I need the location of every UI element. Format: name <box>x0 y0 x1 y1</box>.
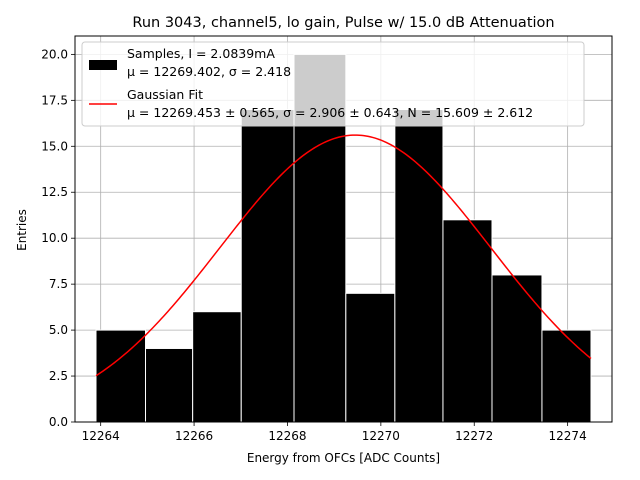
legend: Samples, I = 2.0839mA μ = 12269.402, σ =… <box>81 41 585 127</box>
y-tick-label: 10.0 <box>41 231 68 245</box>
legend-samples-line1: Samples, I = 2.0839mA <box>127 46 275 61</box>
y-tick-label: 15.0 <box>41 139 68 153</box>
y-tick-label: 0.0 <box>49 415 68 429</box>
y-tick-label: 5.0 <box>49 323 68 337</box>
histogram-bar <box>541 329 592 423</box>
y-tick-label: 17.5 <box>41 93 68 107</box>
histogram-bar <box>192 311 242 423</box>
histogram-bar <box>394 109 444 423</box>
axes-frame <box>74 35 613 423</box>
x-tick-label: 12272 <box>455 429 493 443</box>
x-tick-label: 12266 <box>175 429 213 443</box>
x-tick-label: 12268 <box>268 429 306 443</box>
histogram-bar <box>345 292 396 423</box>
x-axis-label: Energy from OFCs [ADC Counts] <box>247 451 440 465</box>
histogram-bar <box>491 274 543 423</box>
x-tick-label: 12264 <box>82 429 120 443</box>
legend-fit-line1: Gaussian Fit <box>127 87 203 102</box>
y-tick-label: 20.0 <box>41 47 68 61</box>
histogram-bar <box>240 109 295 423</box>
gaussian-fit-curve <box>95 134 592 377</box>
histogram-bars <box>95 53 592 423</box>
x-tick-label: 12270 <box>362 429 400 443</box>
y-tick-label: 2.5 <box>49 369 68 383</box>
axes-border <box>74 35 613 423</box>
histogram-bar <box>95 329 147 423</box>
y-tick-label: 12.5 <box>41 185 68 199</box>
legend-box <box>81 41 585 127</box>
histogram-bar <box>145 347 194 423</box>
histogram-bar <box>442 219 493 423</box>
gaussian-fit <box>95 134 592 377</box>
legend-samples-line2: μ = 12269.402, σ = 2.418 <box>127 64 291 79</box>
legend-swatch-samples <box>89 60 117 70</box>
x-tick-label: 12274 <box>549 429 587 443</box>
legend-fit-line2: μ = 12269.453 ± 0.565, σ = 2.906 ± 0.643… <box>127 105 533 120</box>
axis-ticks: 12264 12266 12268 12270 12272 12274 0.0 2.5 5.0 7… <box>41 47 586 443</box>
y-axis-label: Entries <box>15 209 29 251</box>
chart-title: Run 3043, channel5, lo gain, Pulse w/ 15… <box>132 15 554 31</box>
y-tick-label: 7.5 <box>49 277 68 291</box>
